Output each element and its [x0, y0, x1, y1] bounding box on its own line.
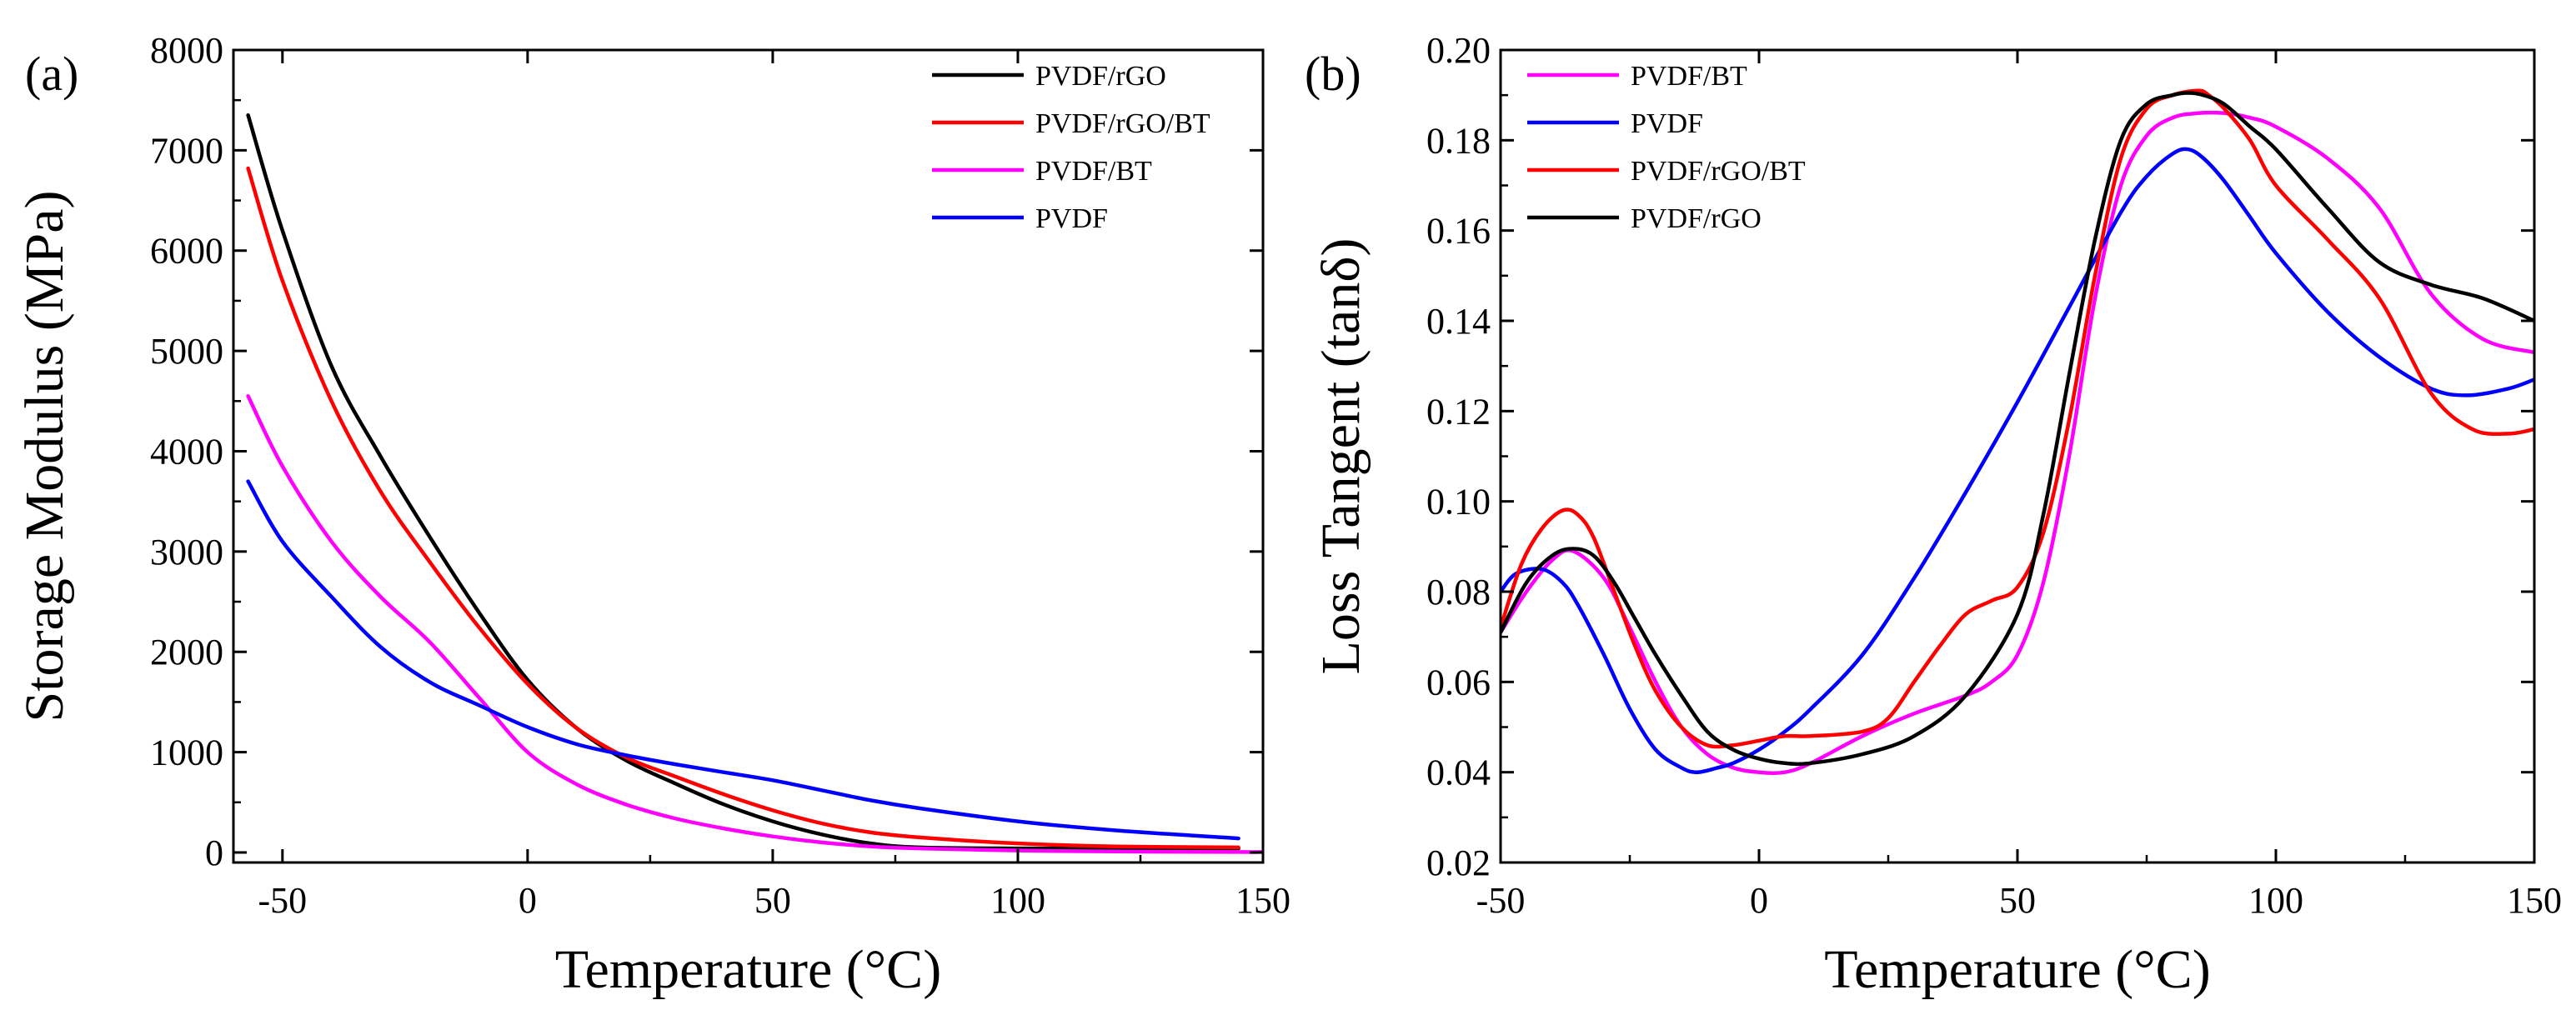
series-line-pvdf-rgo: [1501, 91, 2534, 767]
series-line-pvdf-rgo-bt: [1501, 88, 2534, 749]
legend-label: PVDF/rGO/BT: [1631, 156, 1806, 187]
panel-b: -50 0 50 100 150 0.02 0.04 0.06 0.08 0.10 0.12 0.14…: [1305, 30, 2562, 1000]
x-tick-label: 50: [754, 880, 791, 921]
legend: PVDF/rGO PVDF/rGO/BT PVDF/BT PVDF: [932, 61, 1210, 234]
plot-frame: [232, 48, 1265, 864]
x-tick-label: 0: [1750, 880, 1768, 921]
legend-label: PVDF/BT: [1035, 156, 1152, 187]
y-tick-label: 0.06: [1426, 662, 1491, 702]
y-tick-label: 0.14: [1426, 301, 1491, 342]
legend-label: PVDF: [1631, 108, 1703, 139]
legend-label: PVDF/BT: [1631, 61, 1747, 92]
x-tick-label: -50: [1476, 880, 1526, 921]
x-axis-title: Temperature (°C): [1824, 939, 2210, 1000]
y-tick-label: 5000: [150, 331, 223, 372]
legend-label: PVDF/rGO: [1035, 61, 1166, 92]
series-line-pvdf-rgo-bt: [246, 166, 1240, 850]
y-tick-label: 2000: [150, 632, 223, 672]
y-tick-label: 0.10: [1426, 482, 1491, 522]
legend-label: PVDF: [1035, 203, 1108, 234]
y-tick-label: 0.12: [1426, 391, 1491, 432]
x-tick-label: 150: [1235, 880, 1291, 921]
x-tick-label: 150: [2507, 880, 2562, 921]
y-tick-label: 0.16: [1426, 211, 1491, 252]
panel-label: (b): [1305, 47, 1361, 101]
y-tick-label: 0.08: [1426, 572, 1491, 612]
x-tick-label: 50: [1999, 880, 2036, 921]
x-tick-label: -50: [258, 880, 307, 921]
legend-label: PVDF/rGO/BT: [1035, 108, 1210, 139]
y-tick-label: 3000: [150, 532, 223, 572]
y-tick-label: 6000: [150, 231, 223, 272]
y-tick-label: 0.18: [1426, 120, 1491, 161]
x-tick-label: 100: [990, 880, 1045, 921]
panel-a: -50 0 50 100 150 0 1000 2000 3000 4000 5000 6000 700…: [14, 30, 1291, 1000]
series-group: [246, 112, 1263, 854]
y-tick-label: 7000: [150, 130, 223, 171]
y-tick-label: 1000: [150, 732, 223, 773]
series-line-pvdf: [246, 479, 1240, 841]
x-axis-title: Temperature (°C): [555, 939, 941, 1000]
x-tick-label: 100: [2248, 880, 2303, 921]
x-tick-label: 0: [519, 880, 537, 921]
y-tick-label: 0: [205, 832, 223, 873]
legend: PVDF/BT PVDF PVDF/rGO/BT PVDF/rGO: [1527, 61, 1806, 234]
y-tick-label: 0.20: [1426, 30, 1491, 71]
panel-label: (a): [25, 47, 78, 101]
y-tick-label: 8000: [150, 30, 223, 71]
series-line-pvdf-bt: [1501, 110, 2534, 775]
series-line-pvdf: [1501, 147, 2534, 774]
series-group: [1501, 88, 2534, 775]
y-axis-title: Loss Tangent (tanδ): [1311, 238, 1371, 675]
series-line-pvdf-bt: [246, 394, 1263, 854]
legend-label: PVDF/rGO: [1631, 203, 1762, 234]
y-tick-label: 4000: [150, 431, 223, 472]
y-tick-label: 0.02: [1426, 842, 1491, 883]
y-tick-label: 0.04: [1426, 752, 1491, 793]
y-axis-title: Storage Modulus (MPa): [14, 191, 75, 722]
